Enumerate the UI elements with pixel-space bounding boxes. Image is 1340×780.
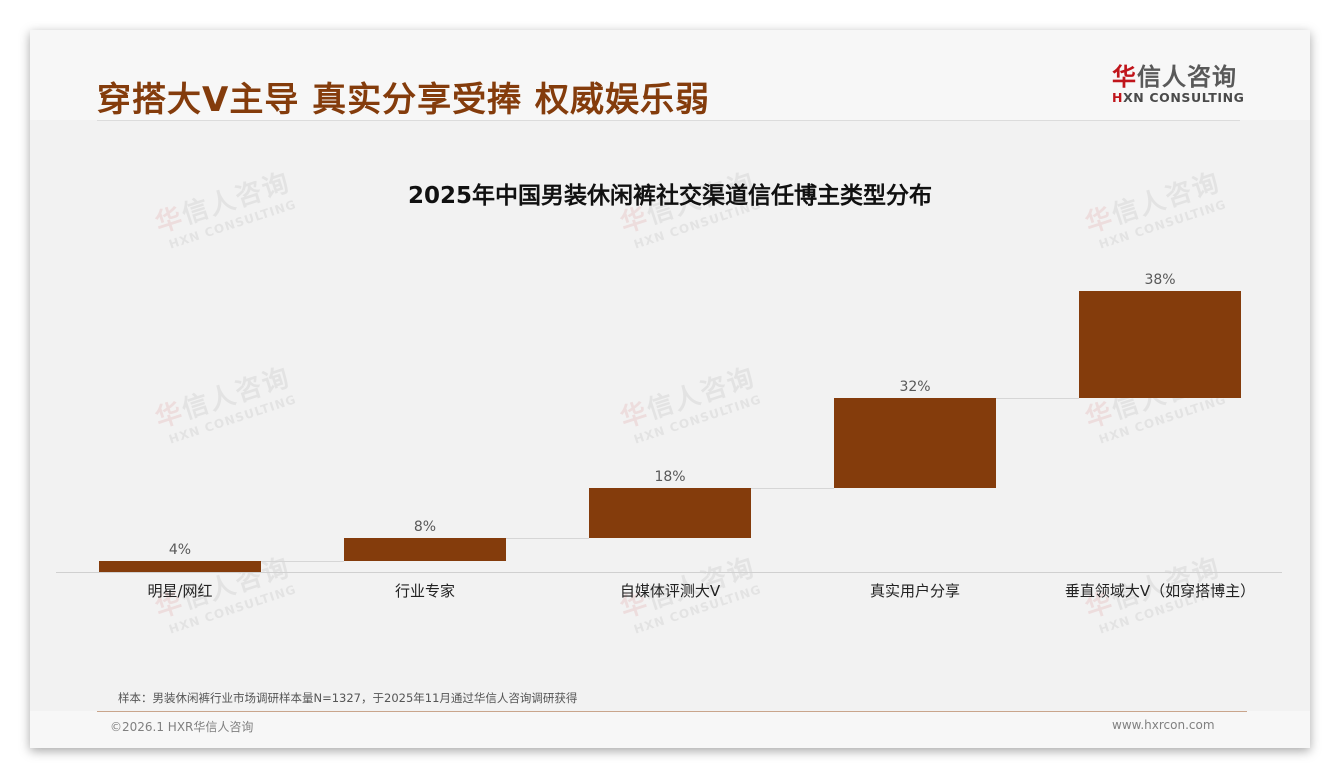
- logo-en: HXN CONSULTING: [1112, 90, 1245, 105]
- data-label: 18%: [654, 468, 686, 485]
- copyright-text: ©2026.1 HXR华信人咨询: [110, 720, 254, 734]
- slide: 华信人咨询 HXN CONSULTING 华信人咨询 HXN CONSULTING 华信…: [30, 30, 1310, 748]
- category-label: 行业专家: [394, 582, 455, 600]
- website-link[interactable]: www.hxrcon.com: [1112, 718, 1215, 732]
- sample-note: 样本：男装休闲裤行业市场调研样本量N=1327，于2025年11月通过华信人咨询…: [118, 691, 578, 705]
- footer-divider: [97, 711, 1247, 712]
- data-label: 38%: [1144, 272, 1176, 288]
- bar: [344, 538, 506, 561]
- logo-cn-red-char: 华: [1112, 63, 1137, 91]
- logo-cn: 华信人咨询: [1112, 63, 1242, 91]
- header-divider: [97, 120, 1240, 121]
- category-label: 垂直领域大V（如穿搭博主）: [1064, 582, 1256, 600]
- category-label: 明星/网红: [147, 582, 213, 600]
- page-title: 穿搭大V主导 真实分享受捧 权威娱乐弱: [97, 80, 710, 120]
- footer-band: [30, 711, 1310, 748]
- connector-line: [751, 487, 834, 489]
- connector-line: [996, 397, 1079, 399]
- data-label: 32%: [899, 378, 931, 395]
- bar: [834, 397, 996, 488]
- category-label: 真实用户分享: [869, 582, 960, 600]
- bar: [99, 560, 261, 572]
- data-label: 4%: [168, 541, 192, 558]
- header-band: [30, 30, 1310, 120]
- bar: [589, 487, 751, 539]
- category-label: 自媒体评测大V: [619, 582, 721, 600]
- waterfall-chart: 4% 明星/网红 8% 行业专家 18% 自媒体评测大V 32% 真实用户分享 38% 垂直领域大…: [30, 30, 1310, 748]
- data-label: 8%: [413, 519, 437, 536]
- connector-line: [261, 560, 344, 562]
- connector-line: [506, 538, 589, 540]
- logo-en-red-char: H: [1112, 90, 1124, 105]
- x-axis-line: [56, 572, 1282, 573]
- bar: [1079, 291, 1241, 398]
- chart-title: 2025年中国男装休闲裤社交渠道信任博主类型分布: [407, 183, 932, 209]
- logo-en-rest: XN CONSULTING: [1123, 90, 1245, 105]
- brand-logo: 华信人咨询 HXN CONSULTING: [1112, 63, 1245, 105]
- logo-cn-rest: 信人咨询: [1137, 63, 1237, 91]
